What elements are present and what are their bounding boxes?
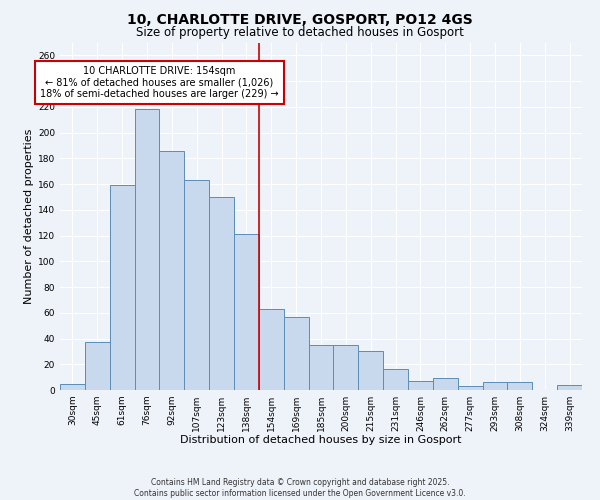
Bar xyxy=(433,378,458,390)
Bar xyxy=(234,234,259,390)
Bar xyxy=(308,345,334,390)
Bar xyxy=(334,345,358,390)
Text: Size of property relative to detached houses in Gosport: Size of property relative to detached ho… xyxy=(136,26,464,39)
Text: 10, CHARLOTTE DRIVE, GOSPORT, PO12 4GS: 10, CHARLOTTE DRIVE, GOSPORT, PO12 4GS xyxy=(127,12,473,26)
X-axis label: Distribution of detached houses by size in Gosport: Distribution of detached houses by size … xyxy=(180,436,462,446)
Bar xyxy=(508,382,532,390)
Bar xyxy=(209,197,234,390)
Bar xyxy=(134,110,160,390)
Y-axis label: Number of detached properties: Number of detached properties xyxy=(24,128,34,304)
Bar xyxy=(184,180,209,390)
Bar xyxy=(259,309,284,390)
Bar xyxy=(383,370,408,390)
Bar xyxy=(458,386,482,390)
Bar xyxy=(85,342,110,390)
Bar xyxy=(60,384,85,390)
Bar xyxy=(160,150,184,390)
Text: Contains HM Land Registry data © Crown copyright and database right 2025.
Contai: Contains HM Land Registry data © Crown c… xyxy=(134,478,466,498)
Bar xyxy=(408,381,433,390)
Bar xyxy=(482,382,508,390)
Bar xyxy=(284,316,308,390)
Bar xyxy=(358,352,383,390)
Bar xyxy=(110,186,134,390)
Text: 10 CHARLOTTE DRIVE: 154sqm
← 81% of detached houses are smaller (1,026)
18% of s: 10 CHARLOTTE DRIVE: 154sqm ← 81% of deta… xyxy=(40,66,279,99)
Bar xyxy=(557,385,582,390)
